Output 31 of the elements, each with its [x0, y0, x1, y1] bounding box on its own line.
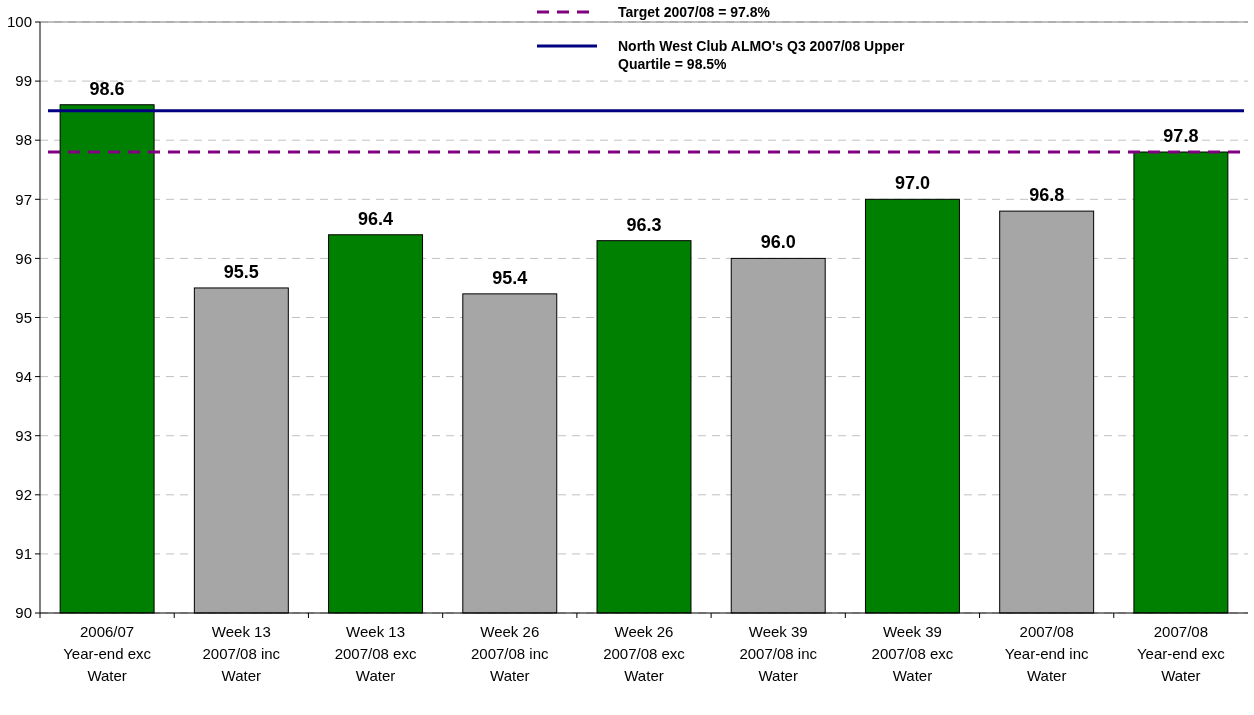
- y-tick-label: 90: [15, 604, 32, 622]
- x-tick-label: 2007/08 Year-end exc Water: [1136, 623, 1226, 684]
- x-tick-label: Week 13 2007/08 inc Water: [202, 623, 281, 684]
- y-tick-label: 91: [15, 545, 32, 563]
- x-tick-label: Week 26 2007/08 inc Water: [470, 623, 550, 684]
- data-label: 96.8: [1029, 185, 1065, 206]
- legend-label: Target 2007/08 = 97.8%: [618, 4, 771, 20]
- data-label: 96.3: [626, 214, 662, 235]
- data-label: 95.5: [223, 261, 259, 282]
- y-tick-label: 96: [15, 249, 32, 267]
- x-tick-label: Week 13 2007/08 exc Water: [334, 623, 417, 684]
- data-label: 97.8: [1163, 126, 1199, 147]
- y-tick-label: 93: [15, 426, 32, 444]
- y-tick-label: 95: [15, 308, 32, 326]
- data-label: 96.4: [358, 208, 394, 229]
- data-label: 98.6: [89, 78, 125, 99]
- data-label: 97.0: [894, 173, 930, 194]
- x-tick-label: 2007/08 Year-end inc Water: [1004, 623, 1089, 684]
- y-tick-label: 94: [15, 367, 32, 385]
- x-tick-label: Week 39 2007/08 exc Water: [871, 623, 954, 684]
- y-tick-label: 99: [15, 72, 32, 90]
- data-label: 95.4: [492, 267, 528, 288]
- x-tick-label: 2006/07 Year-end exc Water: [63, 623, 152, 684]
- x-tick-label: Week 26 2007/08 exc Water: [603, 623, 686, 684]
- data-label: 96.0: [760, 232, 796, 253]
- y-tick-label: 100: [6, 13, 32, 31]
- y-tick-label: 97: [15, 190, 32, 208]
- legend-label: North West Club ALMO's Q3 2007/08 Upper Quartile = 98.5%: [618, 38, 906, 72]
- y-tick-label: 92: [15, 486, 32, 504]
- x-tick-label: Week 39 2007/08 inc Water: [739, 623, 818, 684]
- y-tick-label: 98: [15, 131, 32, 149]
